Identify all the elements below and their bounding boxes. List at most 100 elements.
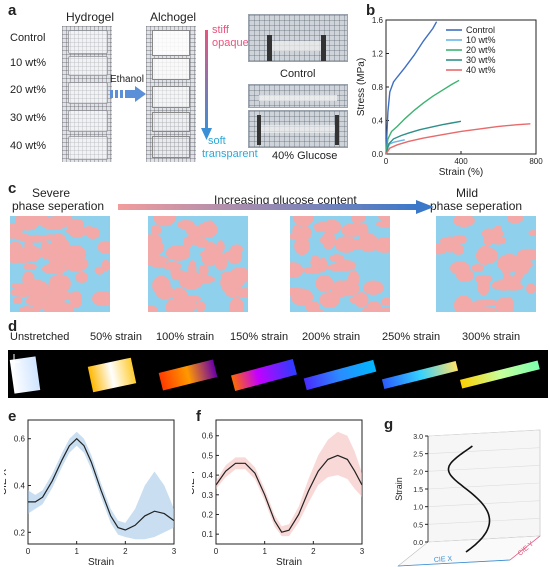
stiff-soft-arrow — [201, 30, 212, 140]
phase-domain — [493, 225, 503, 235]
x-tick-label: 400 — [454, 157, 468, 166]
row-label: 10 wt% — [10, 57, 47, 69]
opaque-label: opaque — [212, 37, 249, 49]
panel-label-f: f — [196, 408, 201, 425]
grid-line — [427, 535, 541, 543]
series-line — [385, 139, 405, 155]
hydrogel-photo — [62, 26, 112, 162]
phase-domain — [215, 255, 228, 271]
glucose-gradient-arrow — [118, 200, 434, 214]
x-axis-label: Strain — [88, 557, 114, 566]
phase-domain — [23, 263, 37, 270]
mild-title: Mild — [456, 186, 479, 200]
legend-label: 10 wt% — [466, 35, 496, 45]
panel-label-g: g — [384, 416, 394, 433]
stiff-label: stiff — [212, 24, 229, 36]
y-tick-label: 0.2 — [202, 510, 214, 519]
phase-domain — [150, 224, 162, 236]
phase-domain — [92, 291, 110, 307]
y-tick-label: 0.5 — [202, 451, 214, 460]
unstretched-sample — [9, 356, 41, 394]
strain-50-sample — [87, 357, 137, 393]
alchogel-strip — [152, 112, 190, 132]
mean-line — [215, 454, 363, 533]
y-axis-label: Stress (MPa) — [356, 58, 367, 116]
z-axis-label: Strain — [394, 477, 404, 501]
phase-domain — [310, 258, 320, 267]
phase-domain — [322, 219, 342, 235]
phase-domain — [483, 228, 493, 247]
phase-domain — [471, 264, 484, 272]
phase-domain — [471, 306, 496, 312]
phase-box — [290, 216, 390, 312]
phase-domain — [155, 285, 175, 300]
severe-title-2: phase seperation — [12, 199, 105, 213]
series-line — [385, 123, 531, 155]
phase-domain — [315, 274, 334, 293]
series-line — [385, 79, 460, 155]
phase-domain — [475, 274, 493, 284]
grid-line — [427, 500, 541, 507]
phase-domain — [507, 216, 524, 224]
phase-domain — [495, 298, 506, 312]
phase-domain — [505, 296, 514, 312]
phase-domain — [220, 274, 232, 291]
phase-domain — [13, 297, 23, 305]
phase-domain — [154, 241, 165, 254]
y-tick-label: 0.6 — [202, 432, 214, 441]
hydrogel-strip — [68, 56, 108, 76]
strain-photo-strip — [8, 350, 548, 398]
phase-domain — [10, 222, 23, 239]
severe-title: Severe — [32, 186, 71, 200]
phase-domain — [290, 262, 304, 278]
phase-domain — [177, 220, 195, 230]
phase-domain — [196, 301, 206, 312]
phase-box — [436, 216, 536, 312]
phase-domain — [455, 304, 472, 312]
row-label: Control — [10, 32, 46, 44]
hydrogel-strip — [68, 110, 108, 132]
phase-domain — [452, 244, 465, 255]
increasing-glucose-title: Increasing glucose content — [214, 193, 357, 207]
phase-domain — [490, 236, 507, 245]
x-tick-label: 0 — [214, 547, 219, 556]
sample-strip — [261, 125, 335, 133]
phase-domain — [303, 266, 323, 275]
hydrogel-strip — [68, 82, 108, 104]
phase-domain — [450, 261, 471, 275]
clamp-right — [321, 35, 326, 61]
panel-label-e: e — [8, 408, 17, 425]
phase-domain — [38, 216, 48, 227]
phase-domain — [177, 270, 188, 283]
z-tick-label: 1.5 — [413, 487, 423, 494]
phase-domain — [185, 295, 201, 303]
clamp-right — [335, 115, 339, 145]
phase-domain — [292, 216, 315, 227]
alchogel-strip — [152, 58, 190, 80]
phase-domain — [526, 283, 536, 294]
control-photo — [248, 14, 348, 62]
phase-domain — [188, 260, 197, 278]
glucose-photo-1 — [248, 84, 348, 108]
phase-domain — [94, 266, 105, 275]
alchogel-strip — [152, 136, 190, 158]
phase-domain — [43, 265, 68, 273]
phase-domain — [10, 241, 24, 262]
y-tick-label: 1.2 — [372, 50, 384, 59]
grid-line — [427, 447, 541, 454]
phase-domain — [183, 237, 192, 250]
phase-domain — [351, 216, 363, 224]
strain-100-sample — [158, 359, 218, 391]
x-tick-label: 1 — [262, 547, 267, 556]
sample-strip — [259, 95, 337, 101]
z-tick-label: 1.0 — [413, 505, 423, 512]
phase-domain — [165, 299, 179, 312]
strain-300-sample — [459, 360, 540, 389]
strain-label: 150% strain — [230, 331, 289, 343]
x-axis-label: CIE X — [434, 556, 453, 564]
x-axis-label: Strain — [276, 557, 302, 566]
phase-domain — [48, 250, 73, 267]
grid-line — [427, 429, 541, 437]
phase-box — [148, 216, 248, 312]
phase-domain — [180, 279, 202, 287]
